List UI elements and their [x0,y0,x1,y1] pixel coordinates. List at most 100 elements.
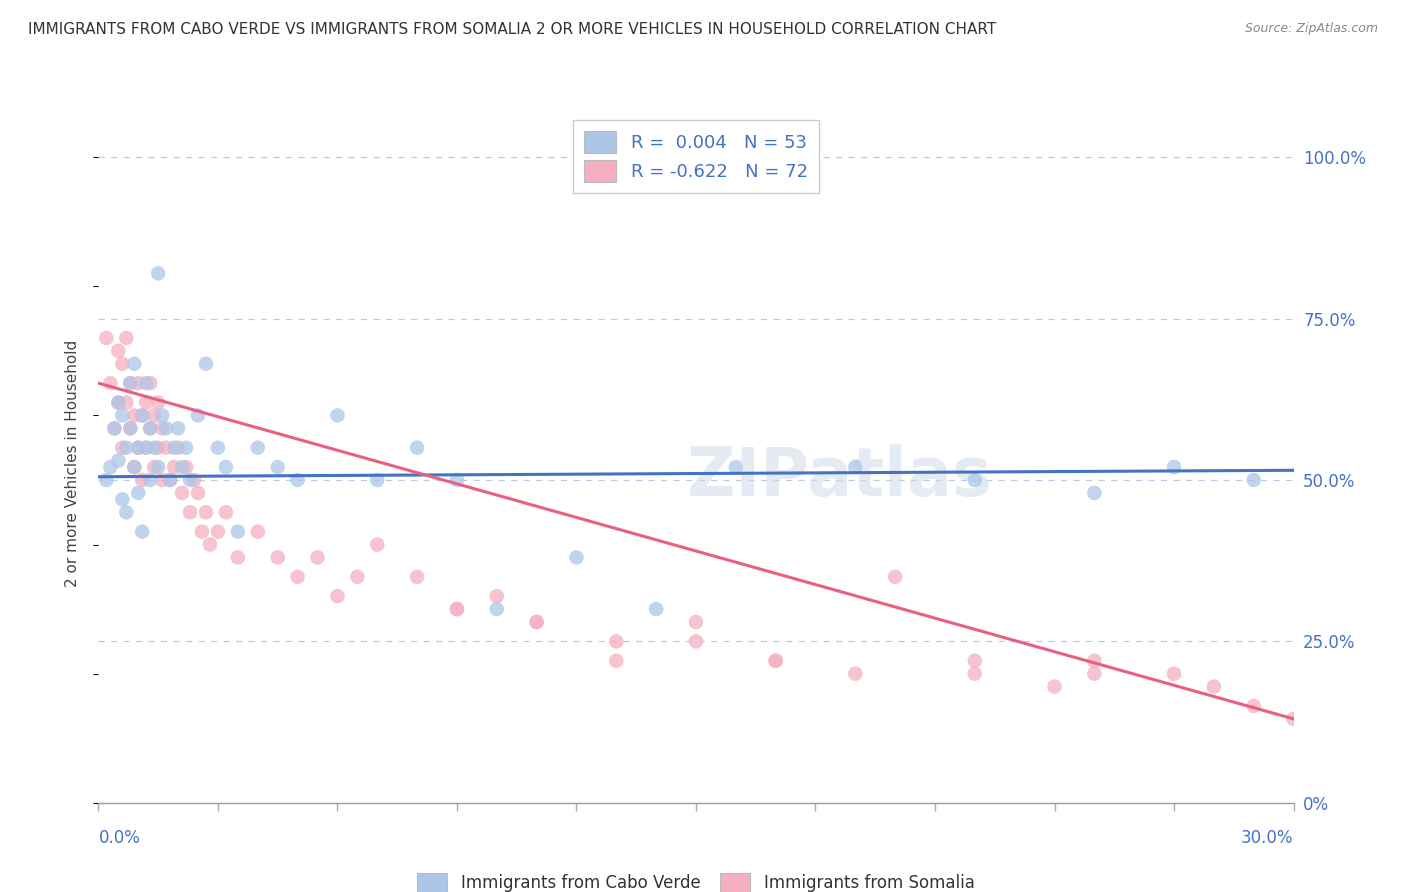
Point [187,486,209,500]
Point [183,473,205,487]
Point [115,331,138,345]
Point [111,441,134,455]
Point [215,505,238,519]
Point [287,570,309,584]
Point [148,441,170,455]
Text: ZIPatlas: ZIPatlas [688,444,991,510]
Point [107,343,129,358]
Point [135,376,157,391]
Point [148,460,170,475]
Point [150,473,173,487]
Point [963,473,986,487]
Point [485,602,508,616]
Point [198,537,221,551]
Point [103,421,125,435]
Point [526,615,548,629]
Point [195,357,218,371]
Point [139,421,162,435]
Point [765,654,787,668]
Text: IMMIGRANTS FROM CABO VERDE VS IMMIGRANTS FROM SOMALIA 2 OR MORE VEHICLES IN HOUS: IMMIGRANTS FROM CABO VERDE VS IMMIGRANTS… [28,22,997,37]
Point [127,441,149,455]
Point [287,473,309,487]
Legend: Immigrants from Cabo Verde, Immigrants from Somalia: Immigrants from Cabo Verde, Immigrants f… [411,866,981,892]
Point [111,492,134,507]
Point [207,441,229,455]
Point [1243,698,1265,713]
Point [163,460,186,475]
Point [685,634,707,648]
Point [963,654,986,668]
Point [1163,666,1185,681]
Point [127,441,149,455]
Point [100,460,122,475]
Point [605,634,627,648]
Point [148,266,170,280]
Point [187,409,209,423]
Point [124,409,146,423]
Point [446,602,468,616]
Text: 0.0%: 0.0% [98,830,141,847]
Point [127,376,149,391]
Point [226,550,249,565]
Point [163,441,186,455]
Point [963,666,986,681]
Text: 30.0%: 30.0% [1241,830,1294,847]
Point [485,589,508,603]
Point [96,331,118,345]
Point [139,376,162,391]
Point [1083,654,1105,668]
Point [124,357,146,371]
Point [120,376,142,391]
Y-axis label: 2 or more Vehicles in Household: 2 or more Vehicles in Household [65,340,80,588]
Point [366,473,388,487]
Point [406,441,429,455]
Point [111,357,134,371]
Point [135,395,157,409]
Point [115,395,138,409]
Point [326,589,349,603]
Point [115,505,138,519]
Point [111,409,134,423]
Point [124,460,146,475]
Point [131,409,153,423]
Point [1243,473,1265,487]
Point [179,473,201,487]
Point [1083,666,1105,681]
Point [685,615,707,629]
Point [143,441,166,455]
Point [179,505,201,519]
Point [135,441,157,455]
Point [406,570,429,584]
Point [167,441,190,455]
Point [526,615,548,629]
Point [346,570,368,584]
Point [246,441,269,455]
Point [446,602,468,616]
Point [159,473,181,487]
Point [143,460,166,475]
Point [267,460,290,475]
Point [172,460,194,475]
Point [155,421,177,435]
Point [215,460,238,475]
Point [167,421,190,435]
Point [174,441,197,455]
Point [100,376,122,391]
Point [174,460,197,475]
Point [139,421,162,435]
Point [1083,486,1105,500]
Point [195,505,218,519]
Point [120,421,142,435]
Point [135,441,157,455]
Point [207,524,229,539]
Point [120,421,142,435]
Point [645,602,668,616]
Point [844,460,866,475]
Point [844,666,866,681]
Point [120,376,142,391]
Point [246,524,269,539]
Point [172,486,194,500]
Point [150,421,173,435]
Point [124,460,146,475]
Point [143,409,166,423]
